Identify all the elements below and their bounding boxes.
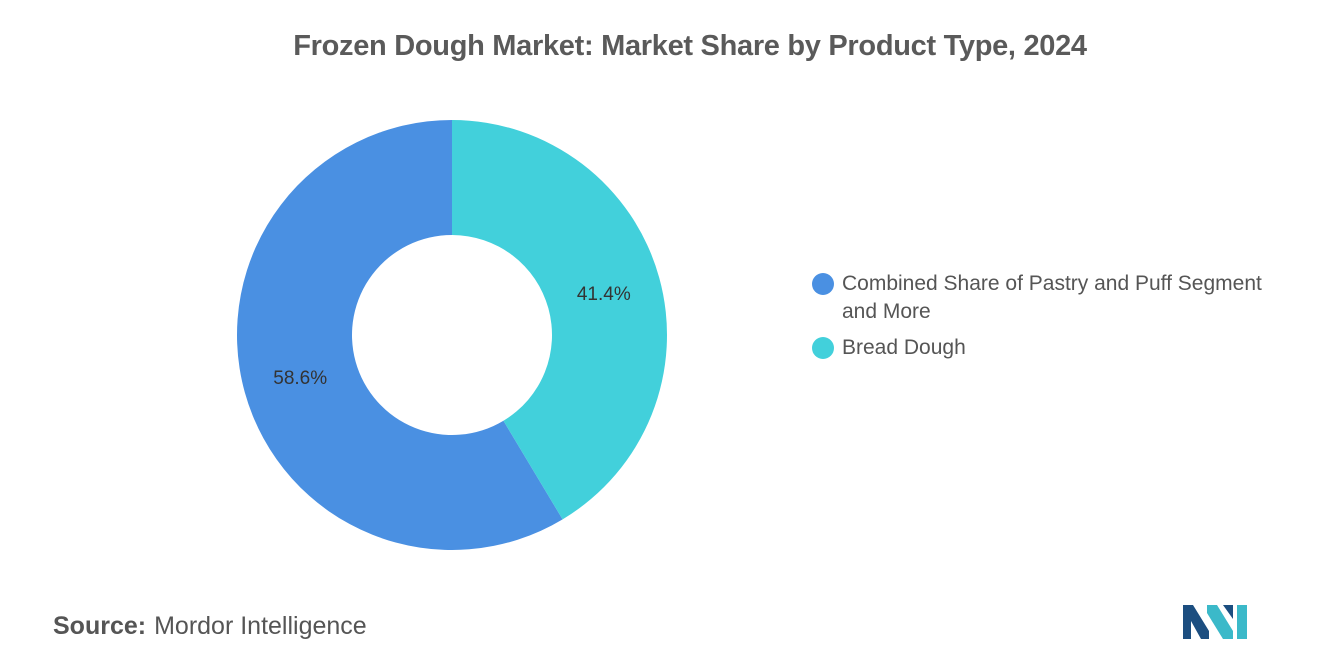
- slice-pastry-puff-value-label: 58.6%: [273, 368, 327, 389]
- legend-item-pastry-puff: Combined Share of Pastry and Puff Segmen…: [812, 270, 1302, 326]
- slice-bread-dough: [452, 120, 667, 520]
- source-label: Source:: [53, 612, 147, 640]
- source-note: Source: Mordor Intelligence: [53, 612, 367, 641]
- legend-swatch-bread-dough: [812, 337, 834, 359]
- source-value: Mordor Intelligence: [154, 612, 367, 640]
- legend-label-bread-dough: Bread Dough: [842, 336, 966, 359]
- slice-bread-dough-value-label: 41.4%: [577, 284, 631, 305]
- donut-slices: [236, 120, 667, 551]
- legend-swatch-pastry-puff: [812, 273, 834, 295]
- legend-label-pastry-puff: Combined Share of Pastry and Puff Segmen…: [842, 272, 1262, 323]
- legend-item-bread-dough: Bread Dough: [812, 334, 1302, 362]
- chart-legend: Combined Share of Pastry and Puff Segmen…: [812, 270, 1302, 370]
- donut-slice-labels: 58.6% 41.4%: [273, 284, 631, 389]
- slice-pastry-puff: [236, 120, 563, 551]
- chart-title: Frozen Dough Market: Market Share by Pro…: [293, 30, 1087, 62]
- mordor-intelligence-logo-icon: [1183, 605, 1247, 639]
